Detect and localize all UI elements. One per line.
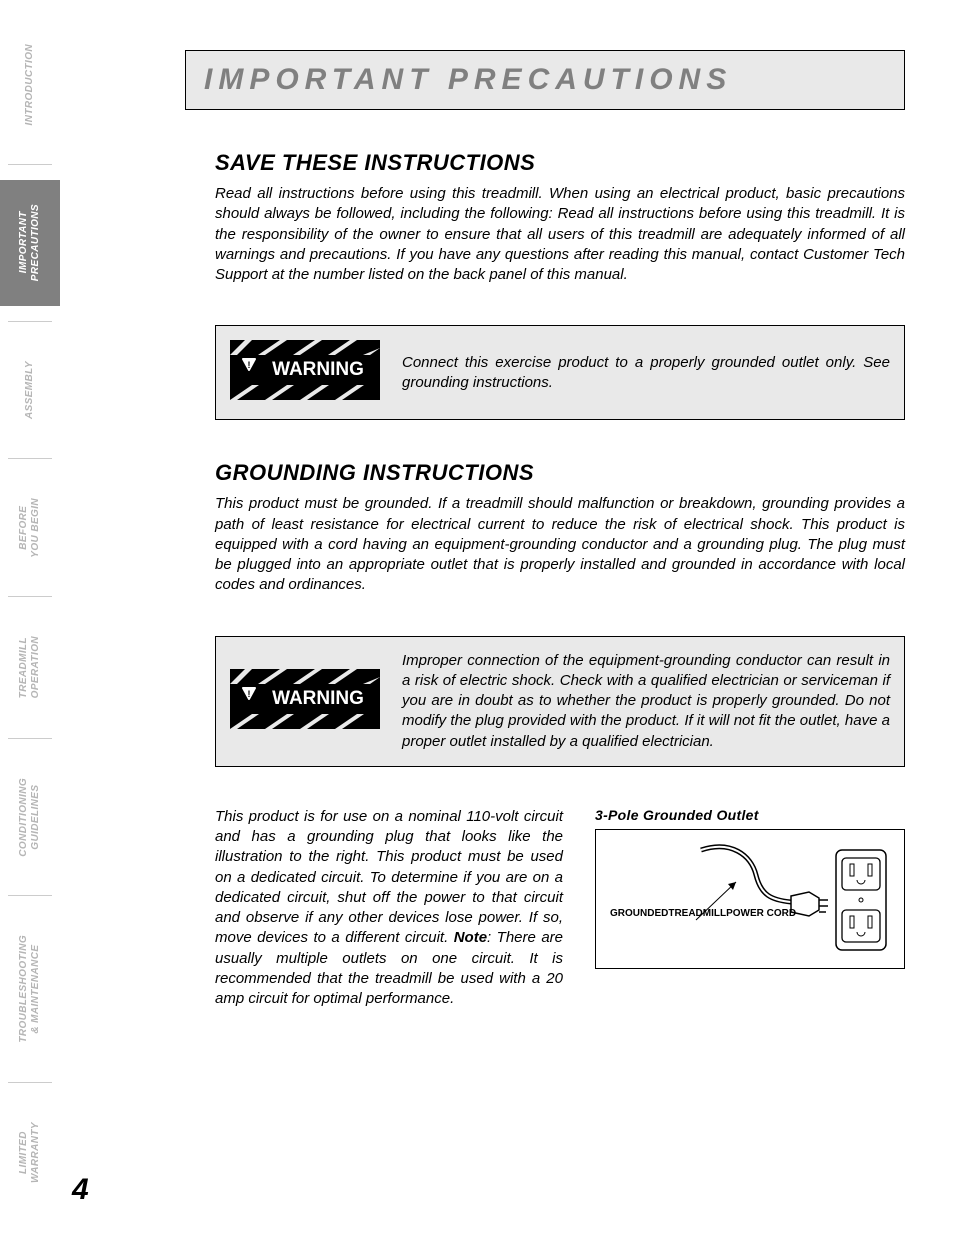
warning-improper-connection: ! WARNING Improper connection of the equ… [215,636,905,767]
tab-treadmill-operation[interactable]: TREADMILL OPERATION [0,612,60,722]
tab-before-you-begin[interactable]: BEFORE YOU BEGIN [0,474,60,582]
tab-label: LIMITED WARRANTY [18,1122,42,1183]
circuit-body-pre: This product is for use on a nominal 110… [215,808,563,947]
page-title-box: IMPORTANT PRECAUTIONS [185,50,905,110]
tab-important-precautions[interactable]: IMPORTANT PRECAUTIONS [0,180,60,305]
tab-label: IMPORTANT PRECAUTIONS [18,204,42,281]
circuit-section: This product is for use on a nominal 110… [215,807,905,1010]
svg-text:WARNING: WARNING [272,359,364,380]
tab-separator [8,164,52,165]
section-heading: GROUNDING INSTRUCTIONS [215,460,905,486]
tab-introduction[interactable]: INTRODUCTION [0,20,60,149]
figure-outlet: GROUNDEDTREADMILLPOWER CORD [595,829,905,969]
warning-badge: ! WARNING [230,669,380,734]
tab-label: INTRODUCTION [24,44,36,125]
tab-conditioning-guidelines[interactable]: CONDITIONING GUIDELINES [0,754,60,881]
svg-text:!: ! [248,689,251,699]
tab-separator [8,895,52,896]
tab-separator [8,458,52,459]
page-number: 4 [72,1173,89,1207]
tab-label: CONDITIONING GUIDELINES [18,778,42,857]
tab-separator [8,321,52,322]
figure-cord-label: GROUNDEDTREADMILLPOWER CORD [610,908,796,921]
tab-troubleshooting-maintenance[interactable]: TROUBLESHOOTING & MAINTENANCE [0,911,60,1067]
section-body: Read all instructions before using this … [215,184,905,285]
tab-separator [8,738,52,739]
tab-separator [8,1082,52,1083]
circuit-body: This product is for use on a nominal 110… [215,807,563,1010]
page-title: IMPORTANT PRECAUTIONS [204,63,886,97]
tab-assembly[interactable]: ASSEMBLY [0,337,60,443]
tab-label: TREADMILL OPERATION [18,636,42,698]
figure-title: 3-Pole Grounded Outlet [595,807,905,823]
tab-label: ASSEMBLY [24,361,36,419]
section-grounding-instructions: GROUNDING INSTRUCTIONS This product must… [215,460,905,595]
warning-grounded-outlet: ! WARNING Connect this exercise product … [215,325,905,420]
warning-badge: ! WARNING [230,340,380,405]
section-save-instructions: SAVE THESE INSTRUCTIONS Read all instruc… [215,150,905,285]
sidebar-tabs: INTRODUCTION IMPORTANT PRECAUTIONS ASSEM… [0,20,60,1207]
section-heading: SAVE THESE INSTRUCTIONS [215,150,905,176]
tab-label: TROUBLESHOOTING & MAINTENANCE [18,935,42,1043]
page-content: IMPORTANT PRECAUTIONS SAVE THESE INSTRUC… [185,50,905,1009]
svg-text:WARNING: WARNING [272,688,364,709]
tab-separator [8,596,52,597]
note-label: Note [454,929,487,946]
tab-limited-warranty[interactable]: LIMITED WARRANTY [0,1098,60,1207]
tab-label: BEFORE YOU BEGIN [18,498,42,558]
svg-text:!: ! [248,360,251,370]
warning-text: Connect this exercise product to a prope… [402,353,890,394]
section-body: This product must be grounded. If a trea… [215,494,905,595]
warning-text: Improper connection of the equipment-gro… [402,651,890,752]
